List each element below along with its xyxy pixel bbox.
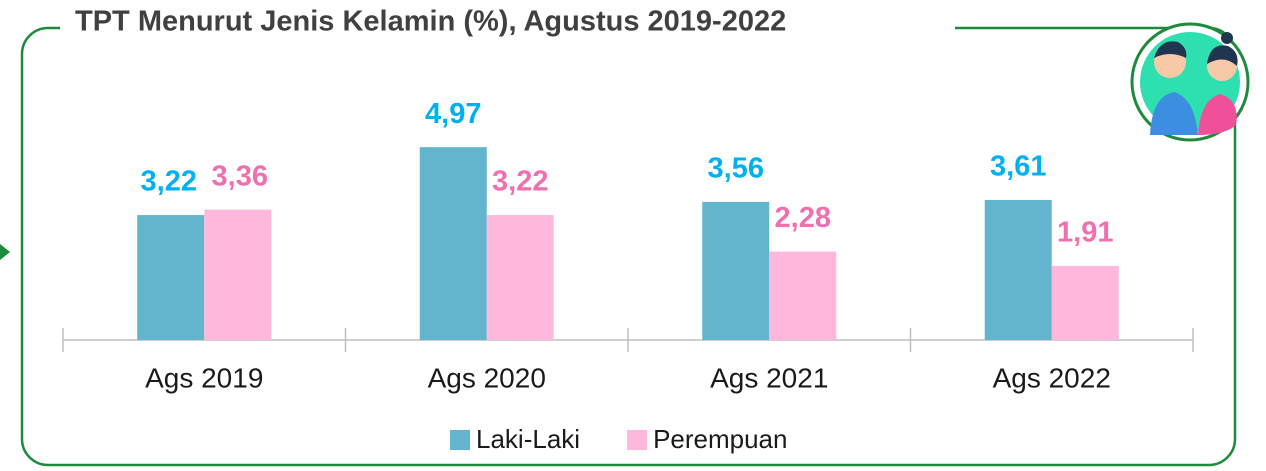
value-label: 3,22 <box>141 166 197 198</box>
value-label: 4,97 <box>425 98 481 130</box>
page: {"chart_data": {"type": "bar", "title": … <box>0 0 1266 471</box>
value-label: 3,61 <box>990 151 1046 183</box>
bar <box>769 252 836 340</box>
x-tick-label: Ags 2019 <box>145 362 263 393</box>
x-tick-label: Ags 2021 <box>710 362 828 393</box>
bar <box>487 215 554 340</box>
bar <box>420 147 487 340</box>
icon <box>1132 24 1248 140</box>
value-label: 3,56 <box>708 153 764 185</box>
x-tick-label: Ags 2022 <box>993 362 1111 393</box>
value-label: 1,91 <box>1057 217 1113 249</box>
value-label: 3,22 <box>492 166 548 198</box>
legend-swatch <box>627 430 647 450</box>
bar <box>137 215 204 340</box>
bar <box>985 200 1052 340</box>
value-label: 3,36 <box>212 160 268 192</box>
bar <box>204 210 271 340</box>
bar <box>702 202 769 340</box>
x-tick-label: Ags 2020 <box>428 362 546 393</box>
arrow <box>0 244 10 260</box>
legend-label: Perempuan <box>653 424 787 454</box>
legend-label: Laki-Laki <box>476 424 580 454</box>
bar <box>1052 266 1119 340</box>
chart: TPT Menurut Jenis Kelamin (%), Agustus 2… <box>0 0 1266 471</box>
legend-swatch <box>450 430 470 450</box>
chart-title: TPT Menurut Jenis Kelamin (%), Agustus 2… <box>75 6 786 38</box>
value-label: 2,28 <box>775 202 831 234</box>
